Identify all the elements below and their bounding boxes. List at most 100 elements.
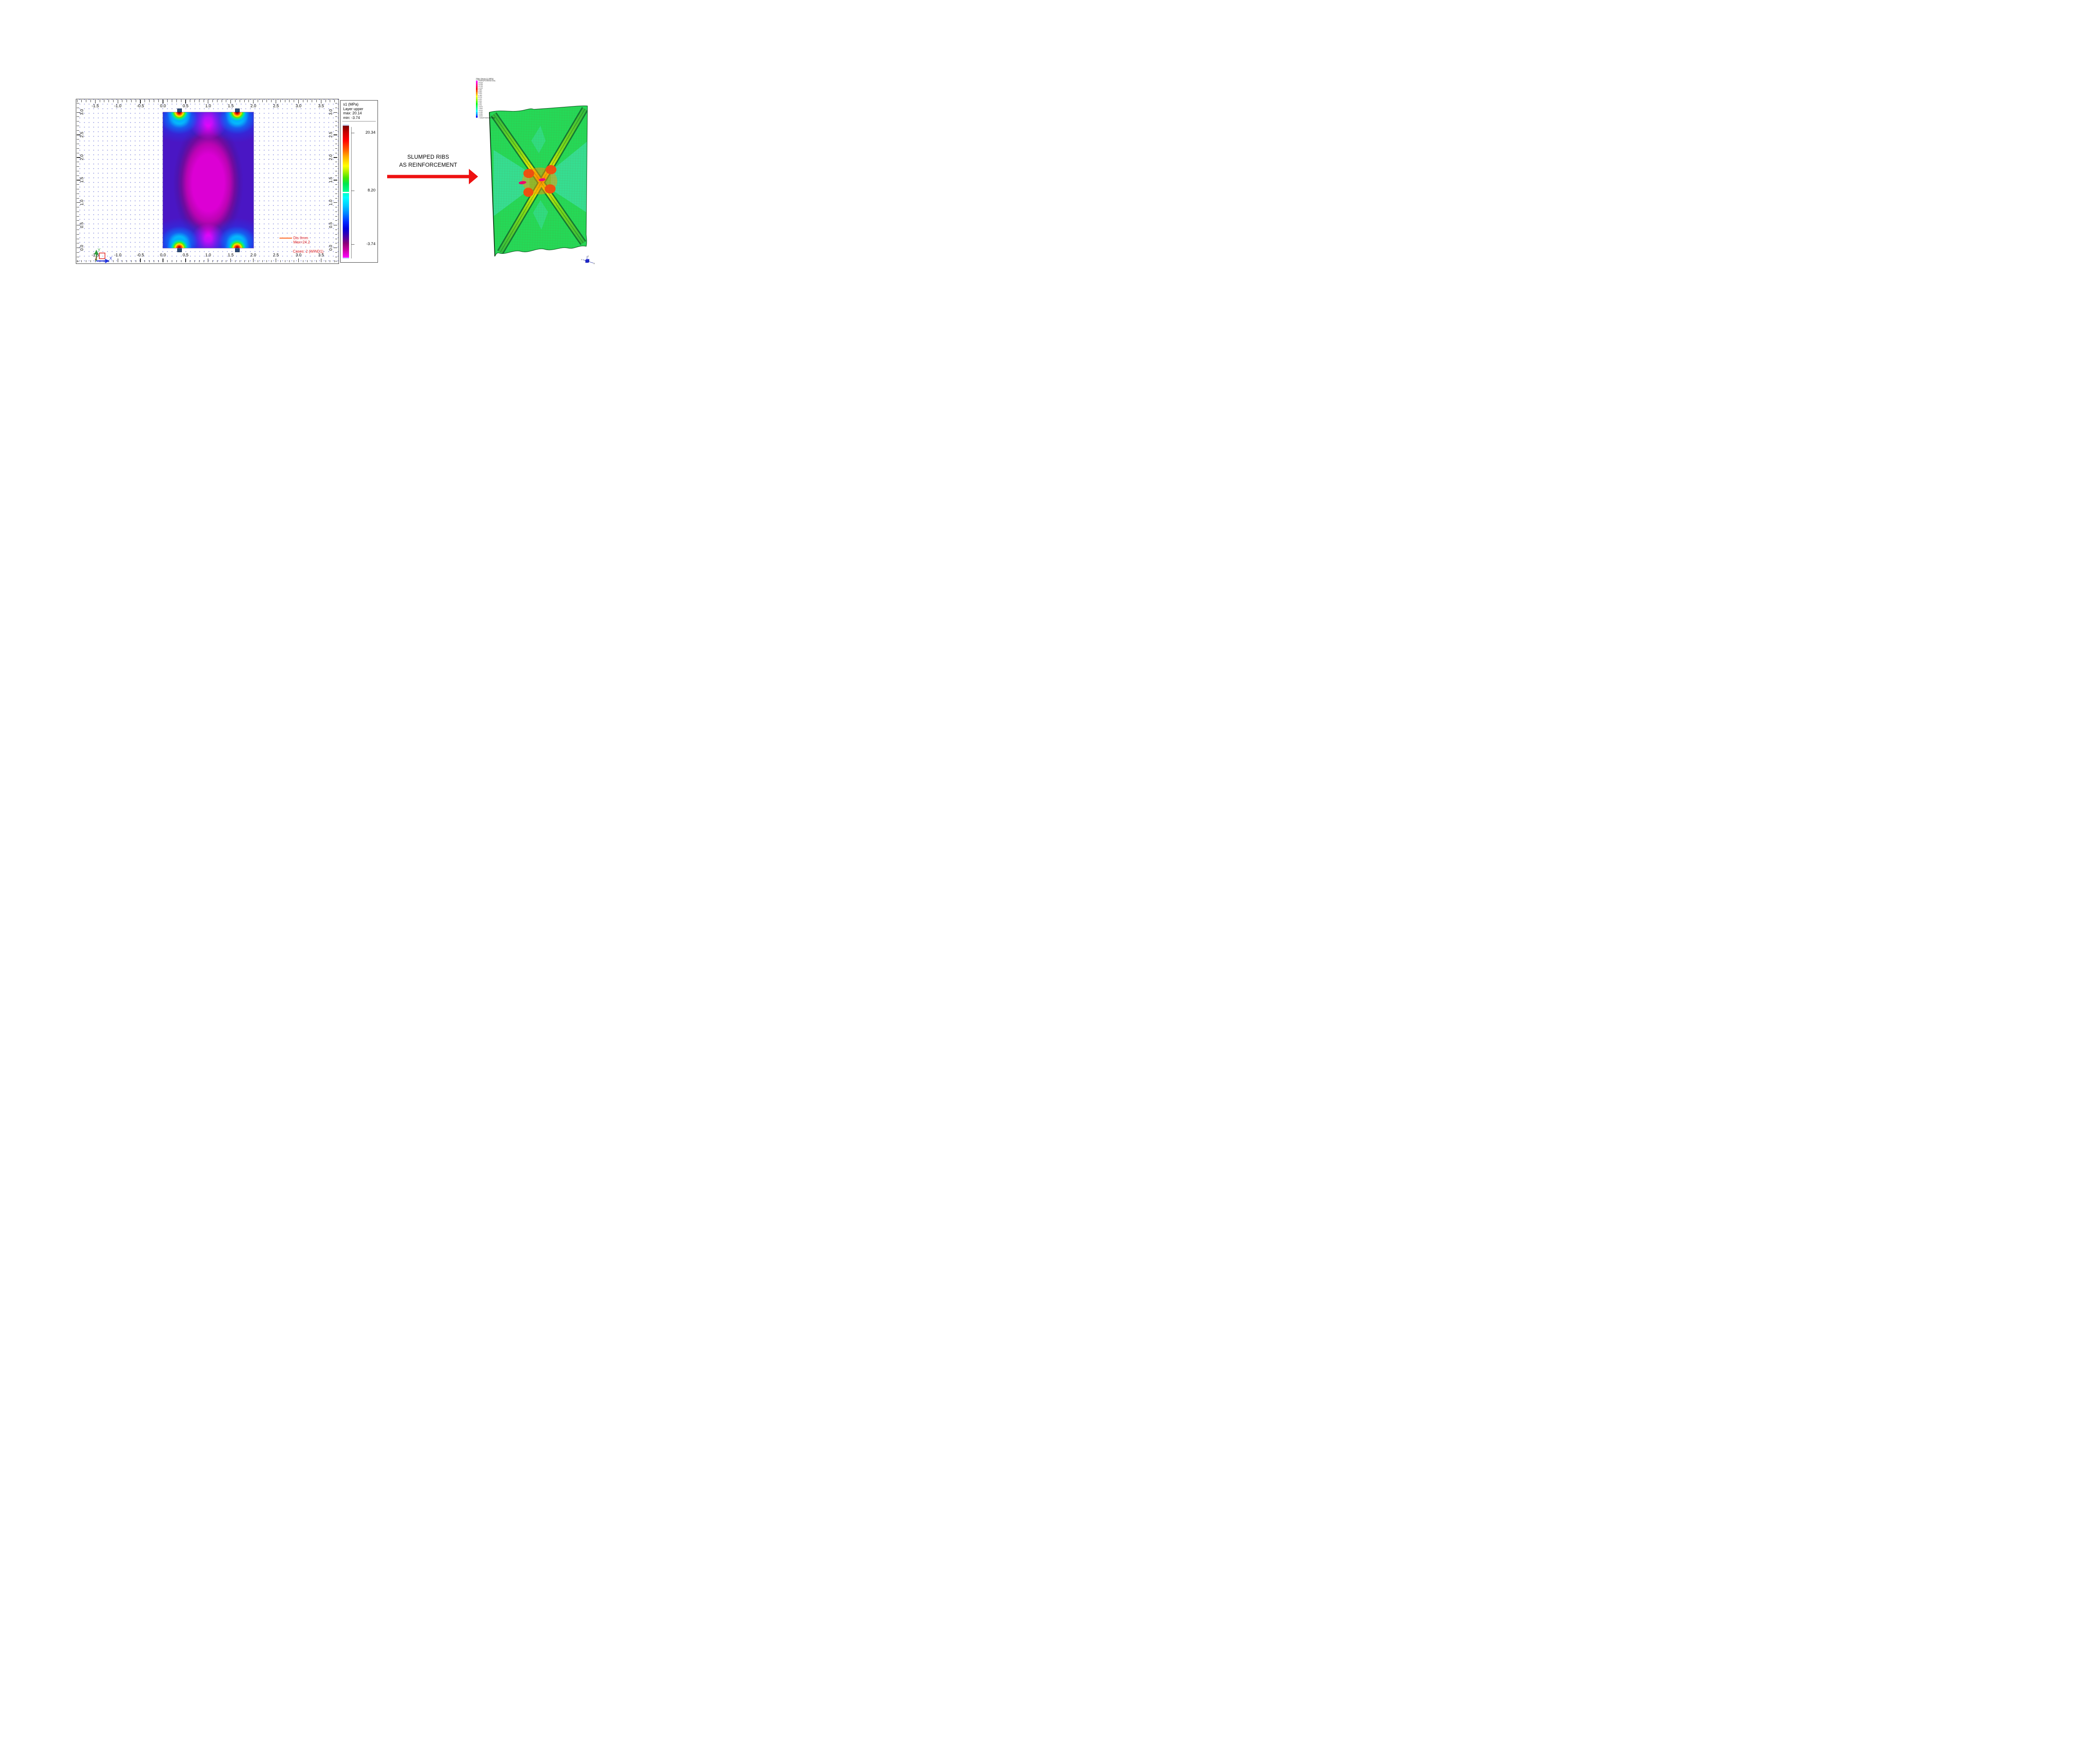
x-minor-tick (280, 260, 281, 262)
x-tick-label: 0.0 (160, 104, 166, 108)
right-y-label: Y (581, 259, 582, 261)
right-legend-value: 14.529 (478, 82, 483, 83)
right-legend-value: 11.020 (478, 88, 483, 89)
x-minor-tick (77, 100, 78, 102)
right-legend-value: -5.358 (478, 113, 483, 115)
legend-max: max: 20.14 (343, 111, 362, 116)
right-legend-value: 2.831 (478, 101, 482, 102)
y-tick-label: 0.5 (328, 222, 334, 228)
y-tick-label: 0.0 (328, 245, 334, 251)
colorbar-gap (343, 192, 349, 193)
right-legend-swatch (476, 84, 478, 86)
y-tick-label: 1.5 (80, 177, 85, 183)
x-tick-label: 2.0 (250, 253, 256, 258)
y-minor-tick (77, 216, 79, 217)
x-minor-tick (77, 260, 78, 262)
x-tick-label: -1.5 (91, 104, 99, 108)
right-legend-value: 6.340 (478, 95, 482, 96)
colorbar-overflow-cap-top (343, 124, 349, 126)
x-major-tick (298, 258, 299, 262)
x-minor-tick (334, 100, 335, 102)
triad-cube-side (588, 259, 590, 263)
x-minor-tick (266, 260, 267, 262)
right-legend-value: 8.680 (478, 91, 482, 93)
x-minor-tick (81, 260, 82, 262)
right-plot-axis-triad: Z X Y (581, 256, 595, 265)
y-minor-tick (335, 252, 337, 253)
y-minor-tick (77, 184, 79, 185)
right-legend-swatch (476, 97, 478, 99)
x-tick-label: 1.5 (228, 104, 234, 108)
x-minor-tick (262, 260, 263, 262)
x-minor-tick (158, 100, 159, 102)
x-minor-tick (248, 100, 249, 102)
right-legend-swatch (476, 88, 478, 90)
x-minor-tick (289, 260, 290, 262)
fe-mesh-overlay (489, 106, 587, 256)
y-minor-tick (77, 148, 79, 149)
x-major-tick (95, 100, 96, 103)
left-plot-axis-triad: Y Z X (91, 248, 114, 266)
y-minor-tick (335, 216, 337, 217)
support-icon-bottom-left (177, 248, 182, 252)
y-minor-tick (335, 130, 337, 131)
y-major-tick (334, 112, 337, 113)
z-axis-square-icon (99, 253, 106, 259)
y-minor-tick (77, 234, 79, 235)
right-legend-swatch (476, 90, 478, 92)
x-minor-tick (167, 260, 168, 262)
y-tick-label: 2.5 (328, 132, 334, 138)
support-icon-bottom-right (235, 248, 240, 252)
legend-header: s1 (MPa) Layer upper max: 20.14 min: -3.… (343, 102, 363, 120)
x-tick-label: 2.0 (250, 104, 256, 108)
right-legend-value: -4.188 (478, 111, 483, 113)
support-icon-top-left (177, 108, 182, 112)
y-minor-tick (77, 130, 79, 131)
colorbar-value-mid: 8.20 (367, 188, 376, 193)
x-minor-tick (334, 260, 335, 262)
right-legend-swatch (476, 110, 478, 112)
colorbar-axis-line (351, 127, 352, 258)
right-legend-swatch (476, 93, 478, 96)
right-legend-value: -0.679 (478, 106, 483, 108)
x-minor-tick (176, 260, 177, 262)
y-tick-label: 2.0 (80, 154, 85, 160)
x-minor-tick (131, 260, 132, 262)
x-tick-label: 3.0 (295, 253, 302, 258)
y-major-tick (77, 134, 80, 135)
x-tick-label: 3.5 (318, 253, 324, 258)
y-tick-label: 2.5 (80, 132, 85, 138)
stress-contour-plate (163, 111, 254, 248)
displacement-note: Dis 0mm Max=24.2 (293, 236, 310, 245)
right-legend-swatch (476, 99, 478, 101)
y-minor-tick (77, 252, 79, 253)
right-legend-value: 4.001 (478, 98, 482, 100)
y-minor-tick (335, 220, 337, 221)
plate-left-edge (489, 112, 495, 257)
x-tick-label: 3.0 (295, 104, 302, 108)
x-tick-label: 0.5 (182, 253, 189, 258)
x-minor-tick (131, 100, 132, 102)
legend-min: min: -3.74 (343, 115, 360, 120)
caption: SLUMPED RIBS AS REINFORCEMENT (383, 153, 473, 169)
axis-triad-icon: Y Z X (94, 248, 112, 263)
right-legend-swatch (476, 80, 478, 83)
right-legend-swatch (476, 86, 478, 88)
x-tick-label: 1.5 (228, 253, 234, 258)
right-legend-value: -7.698 [Pt:5025,Nd:4503] (478, 117, 495, 119)
right-legend-value: 7.510 (478, 93, 482, 95)
x-minor-tick (176, 100, 177, 102)
x-minor-tick (280, 100, 281, 102)
triad-cube-icon (585, 260, 589, 263)
x-minor-tick (271, 260, 272, 262)
x-tick-label: -0.5 (137, 253, 144, 258)
x-major-tick (185, 258, 186, 262)
x-minor-tick (149, 260, 150, 262)
y-major-tick (77, 112, 80, 113)
right-x-label: X (594, 263, 595, 265)
right-legend-swatch (476, 82, 478, 85)
right-legend-swatch (476, 112, 478, 114)
right-legend-swatch (476, 95, 478, 98)
right-legend-value: 9.850 (478, 89, 482, 91)
x-axis-label: X (109, 256, 112, 261)
